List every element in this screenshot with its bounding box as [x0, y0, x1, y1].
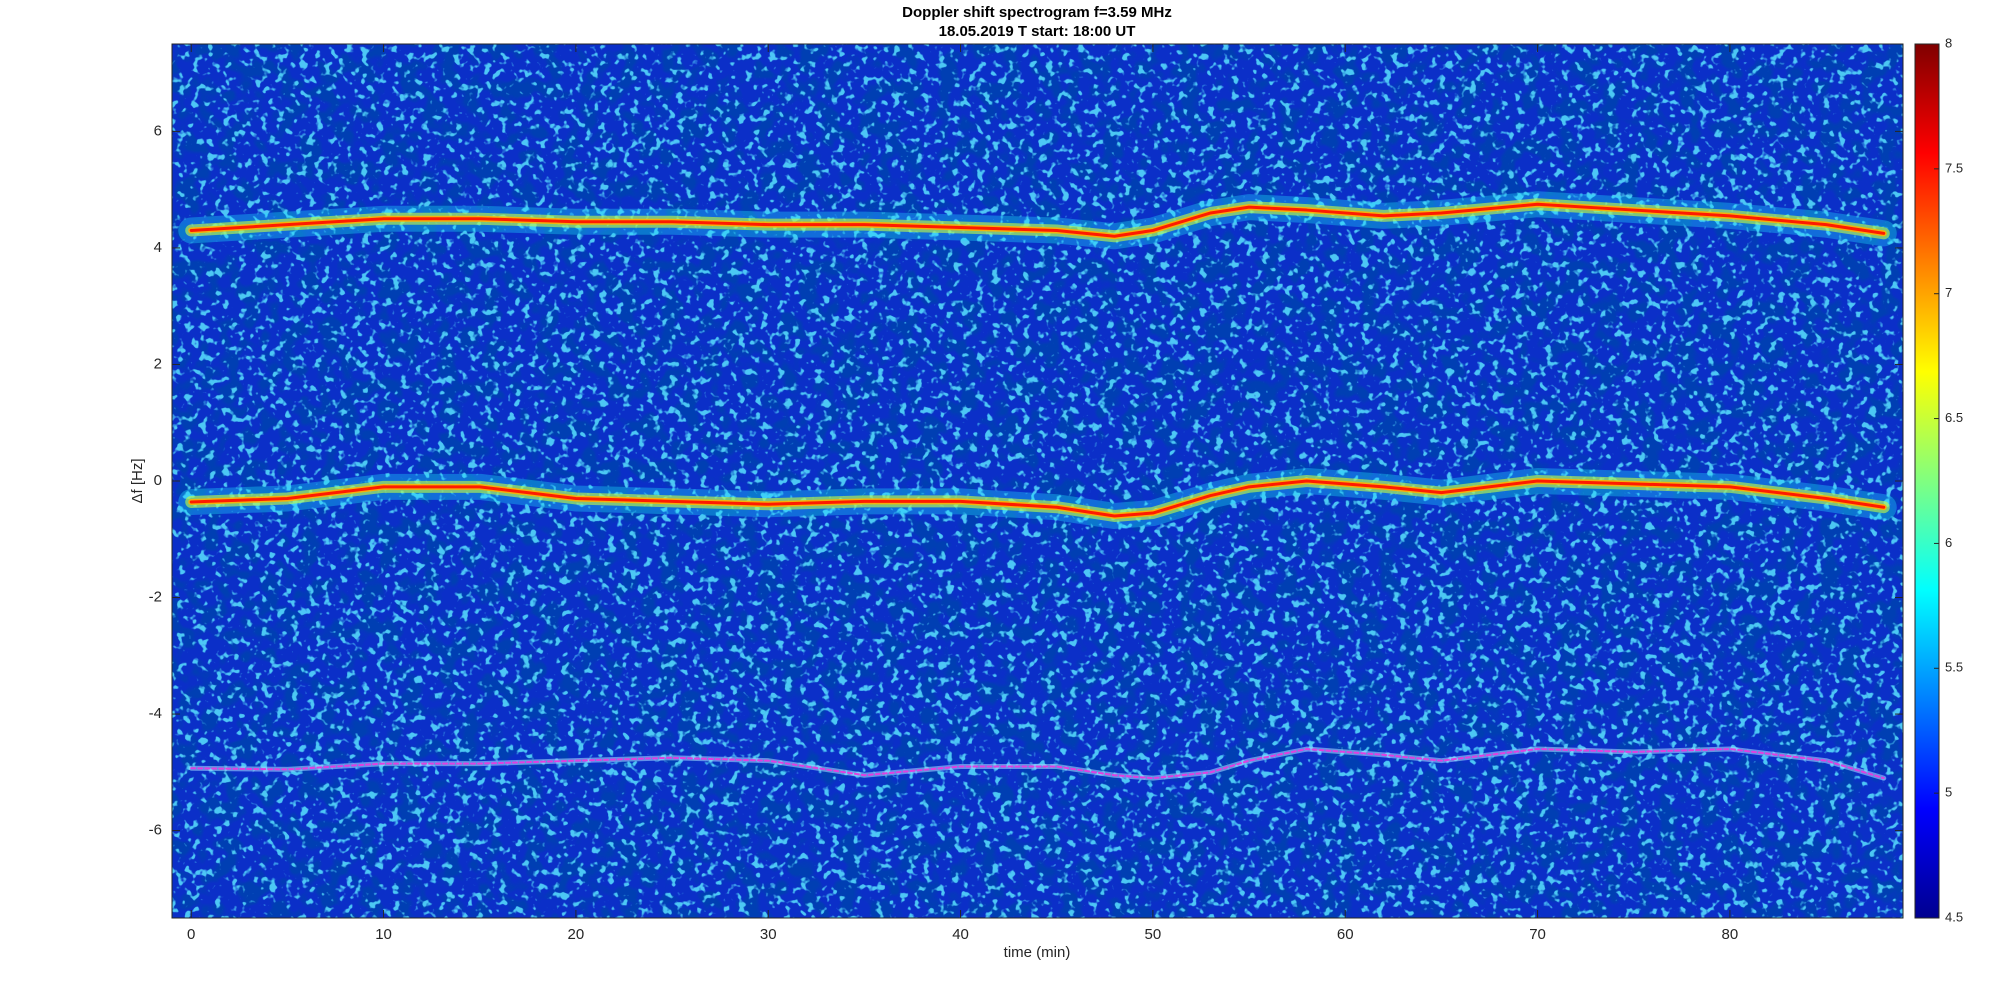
y-tick-label: 2: [154, 355, 162, 372]
y-tick-label: -2: [149, 589, 162, 606]
trace: [189, 202, 1886, 238]
trace: [189, 479, 1886, 518]
colorbar-frame: [1914, 43, 1940, 919]
y-tick-label: 0: [154, 472, 162, 489]
y-tick-label: -6: [149, 822, 162, 839]
y-tick-label: 6: [154, 122, 162, 139]
colorbar-tick-label: 6: [1945, 535, 1952, 550]
x-tick-label: 70: [1529, 926, 1546, 943]
colorbar-tick-label: 4.5: [1945, 909, 1963, 924]
x-axis-label: time (min): [1004, 944, 1071, 961]
chart-title: Doppler shift spectrogram f=3.59 MHz: [902, 4, 1172, 21]
x-tick-label: 60: [1337, 926, 1354, 943]
colorbar-tick-label: 5: [1945, 785, 1952, 800]
traces: [178, 191, 1897, 781]
x-tick-label: 80: [1722, 926, 1739, 943]
x-tick-label: 0: [187, 926, 195, 943]
colorbar-tick-label: 5.5: [1945, 660, 1963, 675]
x-tick-label: 40: [952, 926, 969, 943]
colorbar-tick-label: 6.5: [1945, 410, 1963, 425]
trace: [190, 748, 1885, 780]
y-tick-label: -4: [149, 705, 162, 722]
x-tick-label: 30: [760, 926, 777, 943]
colorbar-tick-label: 7.5: [1945, 160, 1963, 175]
colorbar: [1915, 44, 1939, 918]
y-tick-label: 4: [154, 239, 162, 256]
x-tick-label: 50: [1145, 926, 1162, 943]
y-axis-label: Δf [Hz]: [129, 458, 146, 503]
x-tick-label: 20: [568, 926, 585, 943]
colorbar-tick-label: 7: [1945, 285, 1952, 300]
colorbar-tick-label: 8: [1945, 35, 1952, 50]
x-tick-label: 10: [375, 926, 392, 943]
chart-subtitle: 18.05.2019 T start: 18:00 UT: [939, 23, 1136, 40]
